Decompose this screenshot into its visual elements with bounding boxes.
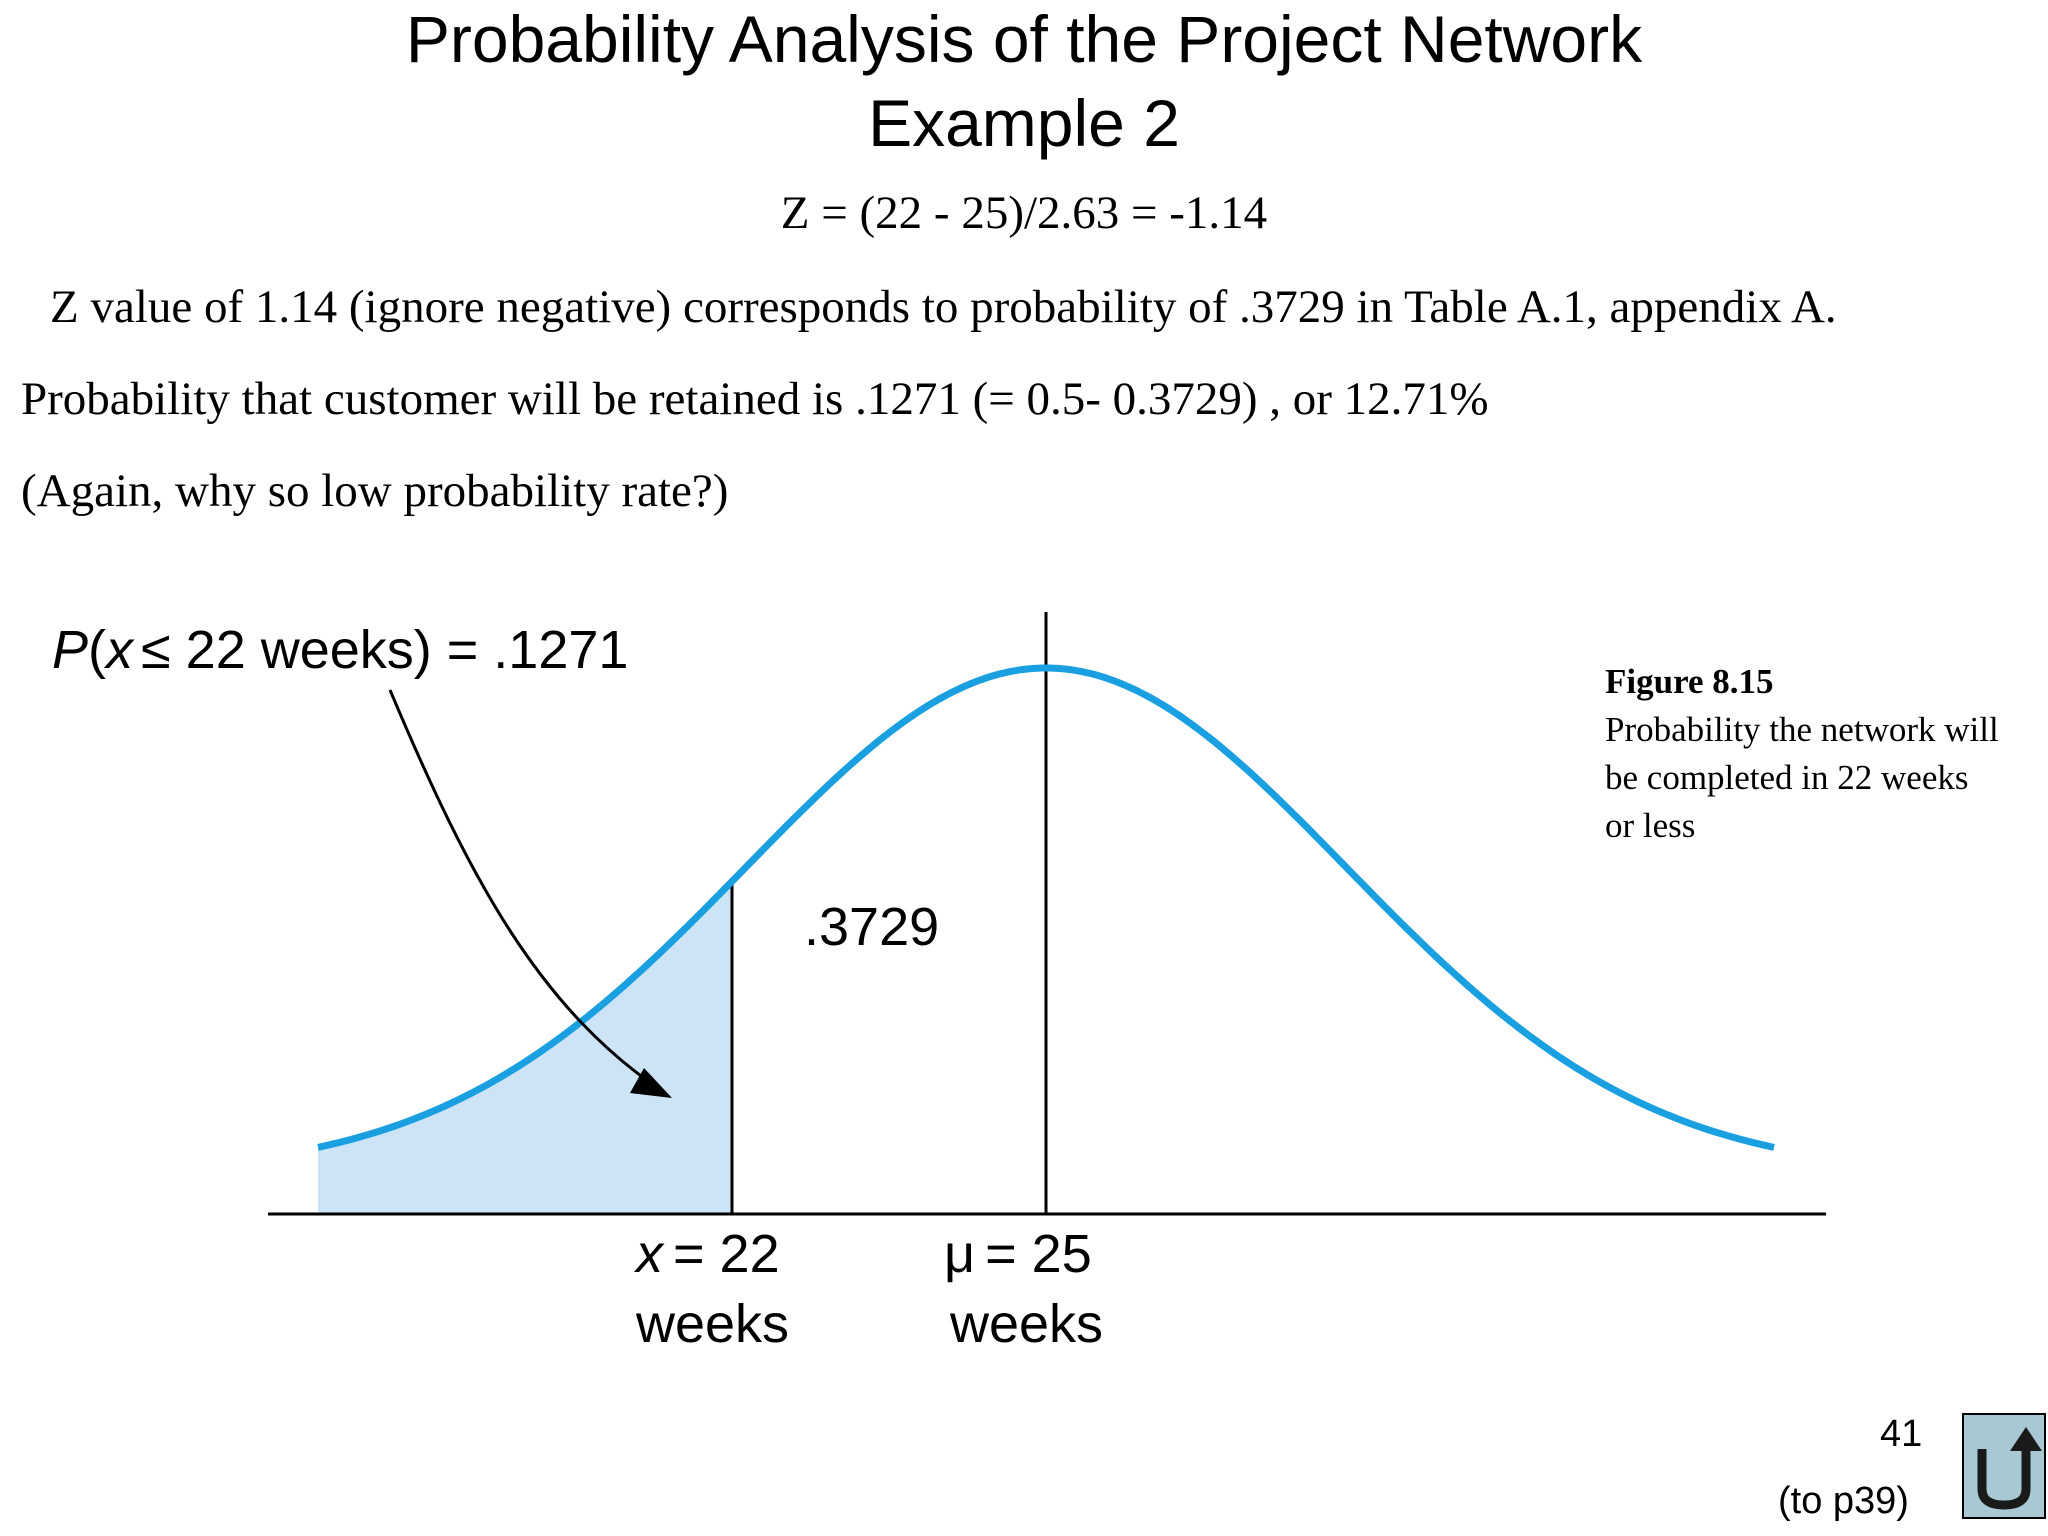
text-line-z-value: Z value of 1.14 (ignore negative) corres… <box>50 281 1837 333</box>
return-arrow-icon <box>1977 1427 2042 1510</box>
page-number: 41 <box>1880 1413 1923 1455</box>
slide-title-line2: Example 2 <box>868 86 1180 160</box>
area-label: .3729 <box>804 897 939 957</box>
probability-label: P(x ≤ 22 weeks) = .1271 <box>52 620 628 680</box>
mean-unit-label: weeks <box>949 1294 1103 1354</box>
back-link-to-p39[interactable]: (to p39) <box>1778 1480 1909 1522</box>
figure-caption: Figure 8.15 Probability the network will… <box>1605 658 2005 850</box>
figure-caption-title: Figure 8.15 <box>1605 662 1774 701</box>
figure-caption-text: Probability the network will be complete… <box>1605 710 1999 845</box>
shaded-tail-area <box>318 881 732 1214</box>
text-line-question: (Again, why so low probability rate?) <box>21 465 729 517</box>
pointer-arrow-head <box>630 1068 672 1098</box>
text-line-probability: Probability that customer will be retain… <box>21 373 1489 425</box>
bell-curve <box>317 664 1775 1151</box>
return-button[interactable] <box>1962 1413 2046 1519</box>
x-value-label: x = 22 <box>633 1224 780 1284</box>
mean-value-label: μ = 25 <box>944 1224 1092 1284</box>
x-unit-label: weeks <box>635 1294 789 1354</box>
z-formula: Z = (22 - 25)/2.63 = -1.14 <box>780 187 1268 239</box>
pointer-arrow <box>388 689 666 1095</box>
slide-title-line1: Probability Analysis of the Project Netw… <box>405 2 1643 76</box>
